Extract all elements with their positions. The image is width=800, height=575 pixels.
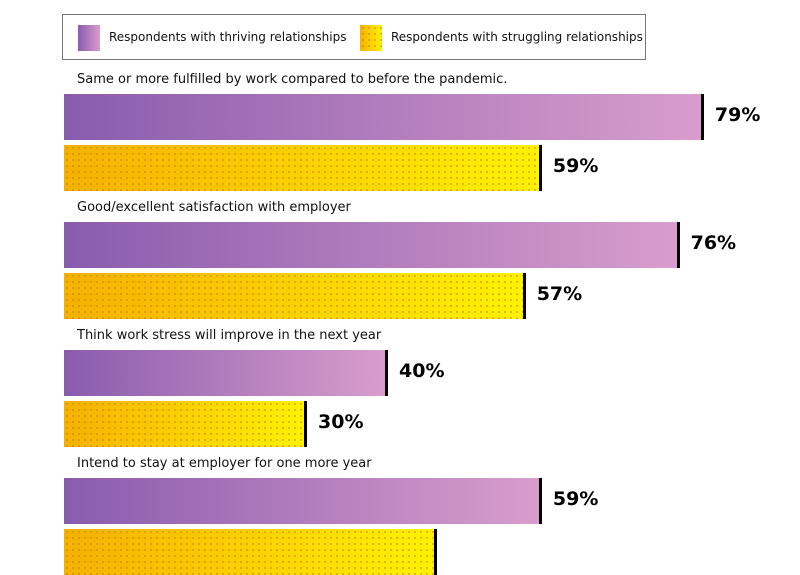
category-label: Think work stress will improve in the ne…: [77, 328, 382, 343]
data-label: 40%: [399, 360, 445, 382]
thriving-bar: [64, 94, 704, 140]
thriving-bar: [64, 222, 680, 268]
struggling-bar: [64, 529, 437, 575]
struggling-bar: [64, 145, 542, 191]
data-label: 59%: [552, 488, 599, 510]
legend-label-struggling: Respondents with struggling relationship…: [391, 30, 643, 44]
category-label: Intend to stay at employer for one more …: [77, 456, 372, 471]
data-label: 76%: [690, 232, 737, 254]
data-label: 59%: [552, 155, 599, 177]
struggling-bar: [64, 401, 307, 447]
category-label: Same or more fulfilled by work compared …: [77, 72, 508, 87]
legend: Respondents with thriving relationships …: [62, 14, 646, 60]
thriving-bar: [64, 478, 542, 524]
data-label: 79%: [714, 104, 761, 126]
legend-label-thriving: Respondents with thriving relationships: [109, 30, 347, 44]
data-label: 57%: [536, 283, 583, 305]
data-label: 30%: [318, 411, 364, 433]
thriving-bar: [64, 350, 388, 396]
legend-swatch-thriving: [78, 25, 100, 51]
legend-swatch-struggling: [360, 25, 382, 51]
struggling-bar: [64, 273, 526, 319]
category-label: Good/excellent satisfaction with employe…: [77, 200, 351, 215]
